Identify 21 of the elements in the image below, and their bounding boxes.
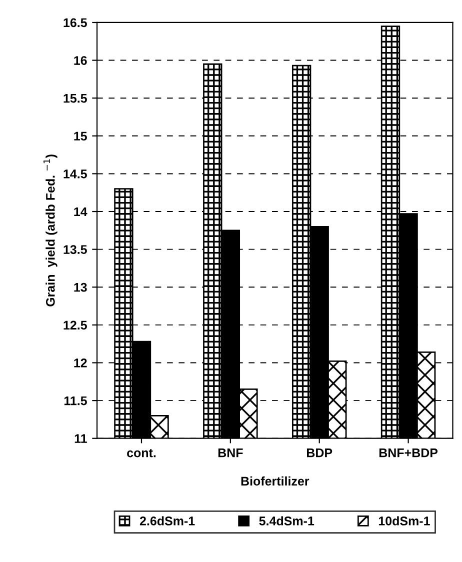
x-tick-label: BNF bbox=[218, 448, 243, 458]
x-tick-label: BNF+BDP bbox=[379, 448, 438, 458]
legend-label: 10dSm-1 bbox=[378, 516, 430, 526]
x-axis-title: Biofertilizer bbox=[241, 476, 310, 486]
y-tick-label: 14.5 bbox=[64, 170, 87, 178]
y-tick-label: 16 bbox=[74, 56, 87, 65]
y-tick-label: 11 bbox=[74, 434, 87, 443]
x-tick-label: cont. bbox=[127, 448, 156, 458]
legend-label: 2.6dSm-1 bbox=[140, 516, 195, 526]
y-tick-label: 13 bbox=[74, 282, 87, 292]
y-tick-label: 16.5 bbox=[64, 18, 87, 28]
y-tick-label: 12 bbox=[74, 358, 87, 368]
y-tick-label: 12.5 bbox=[64, 320, 87, 330]
y-tick-label: 15 bbox=[74, 132, 87, 141]
legend-label: 5.4dSm-1 bbox=[259, 516, 314, 526]
y-tick-label: 11.5 bbox=[64, 396, 87, 406]
y-tick-label: 13.5 bbox=[64, 245, 87, 254]
x-tick-label: BDP bbox=[306, 448, 332, 458]
y-axis-title: Grain yield (ardb Fed. $^{−1}$) bbox=[44, 154, 58, 306]
y-tick-label: 14 bbox=[74, 207, 88, 216]
y-tick-label: 15.5 bbox=[64, 94, 87, 103]
